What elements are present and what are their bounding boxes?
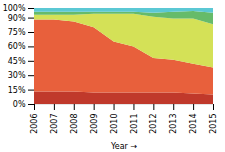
- svg-text:2010: 2010: [110, 114, 119, 134]
- svg-text:2014: 2014: [189, 114, 198, 134]
- svg-text:2012: 2012: [149, 114, 158, 134]
- svg-text:75%: 75%: [8, 28, 26, 37]
- svg-text:Year →: Year →: [110, 142, 137, 151]
- svg-text:2015: 2015: [209, 114, 218, 134]
- svg-text:2009: 2009: [90, 114, 99, 134]
- svg-text:2008: 2008: [70, 114, 79, 134]
- svg-text:60%: 60%: [8, 42, 26, 51]
- svg-text:45%: 45%: [8, 57, 26, 66]
- svg-text:30%: 30%: [8, 71, 26, 80]
- svg-text:2006: 2006: [30, 114, 39, 134]
- svg-text:2013: 2013: [169, 114, 178, 134]
- svg-text:15%: 15%: [8, 86, 26, 95]
- svg-text:2007: 2007: [50, 114, 59, 134]
- svg-text:100%: 100%: [3, 4, 26, 13]
- svg-text:90%: 90%: [8, 14, 26, 23]
- svg-text:0%: 0%: [13, 100, 26, 109]
- svg-text:2011: 2011: [130, 114, 139, 134]
